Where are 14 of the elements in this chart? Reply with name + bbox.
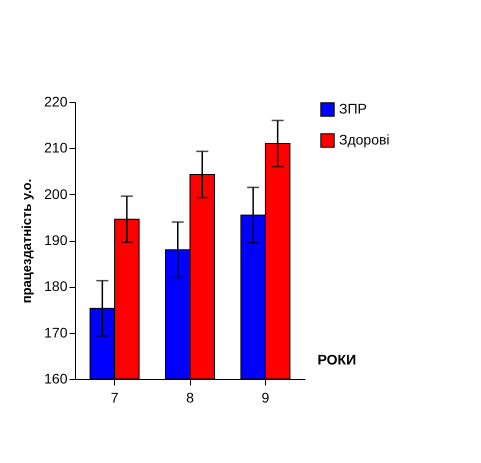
x-axis-title: РОКИ: [318, 352, 356, 368]
y-tick-label: 220: [44, 94, 68, 110]
y-tick-label: 160: [44, 370, 68, 386]
y-tick-label: 200: [44, 186, 68, 202]
y-tick-label: 210: [44, 140, 68, 156]
x-tick-label: 9: [262, 390, 270, 406]
y-axis-title: працездатність у.о.: [19, 178, 34, 304]
y-tick-label: 180: [44, 278, 68, 294]
x-tick-label: 8: [186, 390, 194, 406]
legend-label: ЗПР: [339, 100, 367, 116]
x-tick-label: 7: [110, 390, 119, 406]
legend-label: Здорові: [339, 132, 390, 148]
y-tick-label: 170: [44, 324, 68, 340]
y-tick-label: 190: [44, 232, 68, 248]
